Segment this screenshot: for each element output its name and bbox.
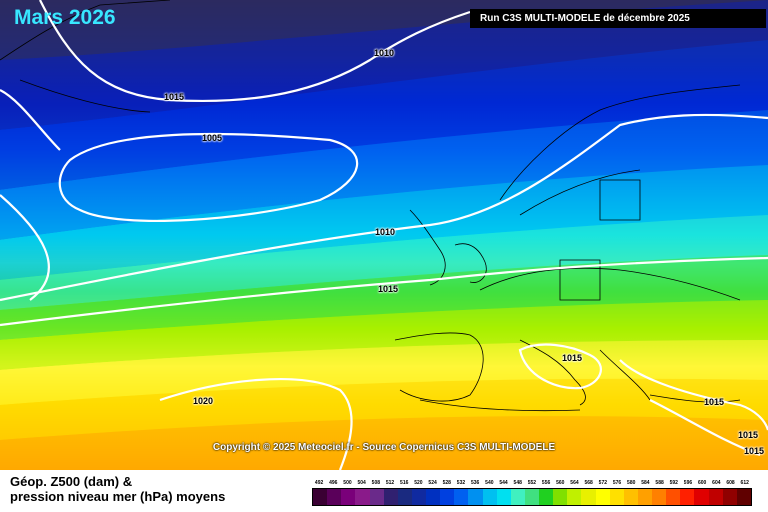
scale-color-swatch	[708, 489, 723, 505]
isobar-label: 1015	[704, 397, 725, 407]
forecast-map	[0, 0, 768, 470]
scale-value-label: 496	[329, 480, 338, 486]
scale-color-swatch	[553, 489, 568, 505]
isobar-1005-low	[58, 132, 359, 222]
isobar-label: 1015	[562, 353, 583, 363]
scale-value-label: 548	[513, 480, 522, 486]
scale-color-swatch	[369, 489, 384, 505]
isobar-label: 1020	[193, 396, 214, 406]
scale-value-label: 600	[697, 480, 707, 486]
geopotential-bands	[0, 0, 768, 470]
isobars	[0, 0, 768, 470]
color-scale: 492 496 500 504 508 512 516 520 524 528 532 536 540 5…	[312, 478, 752, 508]
scale-value-label: 508	[371, 480, 381, 486]
scale-value-label: 612	[740, 480, 749, 486]
scale-color-swatch	[524, 489, 539, 505]
scale-color-swatch	[327, 489, 342, 505]
run-info-banner: Run C3S MULTI-MODELE de décembre 2025	[470, 9, 766, 28]
scale-value-label: 572	[598, 480, 608, 486]
scale-value-label: 560	[556, 480, 565, 486]
isobar-1010-central	[0, 113, 768, 302]
scale-value-label: 564	[570, 480, 579, 486]
scale-color-swatch	[652, 489, 667, 505]
scale-value-label: 568	[584, 480, 593, 486]
scale-value-label: 520	[414, 480, 423, 486]
isobar-1015-italy	[518, 343, 602, 390]
isobar-label: 1005	[202, 133, 223, 143]
scale-value-label: 532	[456, 480, 466, 486]
legend-title-line1: Géop. Z500 (dam) &	[10, 474, 133, 489]
isobar-1020-low	[159, 378, 353, 470]
legend-title: Géop. Z500 (dam) & pression niveau mer (…	[10, 474, 225, 504]
scale-color-swatch	[383, 489, 398, 505]
scale-value-label: 540	[485, 480, 494, 486]
scale-value-label: 604	[712, 480, 721, 486]
scale-value-label: 556	[541, 480, 551, 486]
scale-value-label: 580	[627, 480, 636, 486]
scale-color-swatch	[609, 489, 624, 505]
scale-color-swatch	[581, 489, 596, 505]
scale-color-swatch	[440, 489, 455, 505]
scale-color-swatch	[426, 489, 441, 505]
isobar-label: 1015	[378, 284, 399, 294]
scale-value-label: 544	[499, 480, 508, 486]
scale-color-swatch	[567, 489, 582, 505]
scale-color-swatch	[694, 489, 709, 505]
scale-value-label: 504	[357, 480, 366, 486]
scale-value-label: 516	[400, 480, 409, 486]
scale-value-label: 596	[683, 480, 693, 486]
scale-value-label: 536	[470, 480, 480, 486]
scale-value-label: 608	[726, 480, 735, 486]
scale-color-swatch	[736, 489, 751, 505]
legend-title-line2: pression niveau mer (hPa) moyens	[10, 489, 226, 504]
scale-value-label: 528	[442, 480, 451, 486]
scale-value-label: 492	[314, 480, 324, 486]
isobar-label: 1015	[164, 92, 185, 102]
forecast-month-title: Mars 2026	[14, 6, 116, 29]
isobar-label: 1015	[744, 446, 765, 456]
scale-value-label: 552	[527, 480, 537, 486]
scale-color-swatch	[722, 489, 737, 505]
scale-color-swatch	[539, 489, 554, 505]
isobar-1015-north	[0, 89, 61, 301]
scale-color-swatch	[595, 489, 610, 505]
isobar-label: 1010	[374, 48, 395, 58]
scale-color-swatch	[397, 489, 412, 505]
scale-color-swatch	[468, 489, 483, 505]
isobar-label: 1015	[738, 430, 759, 440]
scale-color-swatch	[482, 489, 497, 505]
scale-color-swatch	[411, 489, 426, 505]
scale-value-label: 512	[385, 480, 395, 486]
scale-color-swatch	[637, 489, 652, 505]
scale-color-swatch	[496, 489, 511, 505]
scale-color-swatch	[341, 489, 356, 505]
scale-color-swatch	[355, 489, 370, 505]
color-scale-labels: 492 496 500 504 508 512 516 520 524 528 532 536 540 5…	[312, 478, 752, 488]
scale-value-label: 584	[641, 480, 650, 486]
scale-color-swatch	[623, 489, 638, 505]
scale-color-swatch	[313, 489, 328, 505]
isobar-1015-east	[619, 359, 768, 431]
isobar-label: 1010	[375, 227, 396, 237]
scale-color-swatch	[510, 489, 525, 505]
scale-value-label: 592	[669, 480, 678, 486]
color-scale-bar	[312, 488, 752, 506]
isobar-1010-north	[39, 0, 471, 103]
scale-value-label: 588	[655, 480, 664, 486]
isobar-1015-central	[0, 256, 768, 327]
isobar-1015-southeast	[649, 399, 761, 457]
scale-color-swatch	[680, 489, 695, 505]
scale-color-swatch	[454, 489, 469, 505]
scale-value-label: 576	[612, 480, 622, 486]
copyright-notice: Copyright © 2025 Meteociel.fr - Source C…	[212, 442, 556, 453]
scale-value-label: 524	[428, 480, 437, 486]
scale-color-swatch	[666, 489, 681, 505]
scale-value-label: 500	[343, 480, 352, 486]
